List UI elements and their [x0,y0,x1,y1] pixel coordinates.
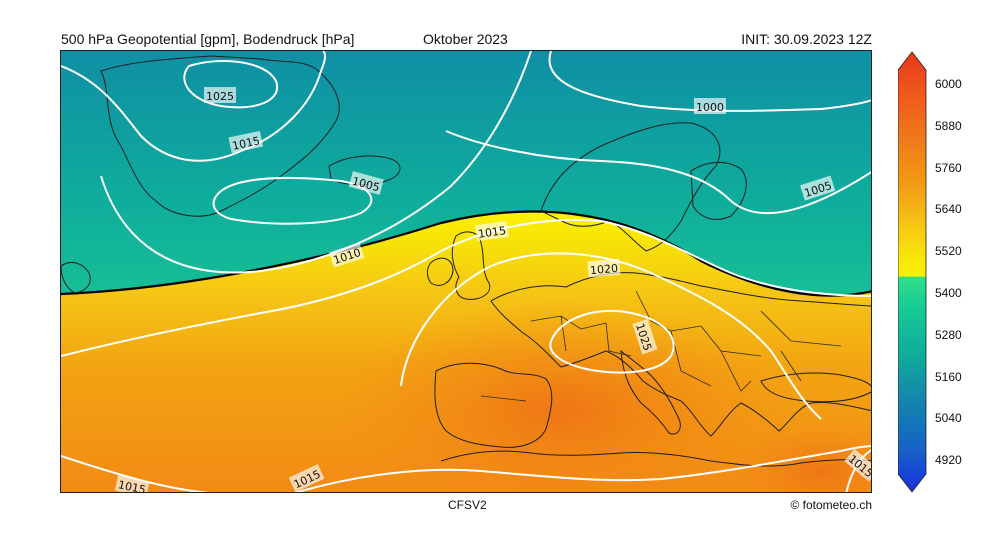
colorbar-tick-label: 5280 [935,327,962,342]
label-1015-mid: 1015 [474,220,509,242]
map-title: 500 hPa Geopotential [gpm], Bodendruck [… [61,31,355,47]
isobar-1005-loop [212,177,373,225]
colorbar-tick-label: 5160 [935,369,962,384]
svg-text:1000: 1000 [696,101,724,114]
svg-text:1020: 1020 [590,262,619,277]
colorbar [898,51,927,493]
isobar-1015-south [61,455,210,492]
iberia-coast [434,362,553,448]
isobar-1025-mid [549,309,675,374]
colorbar-tick-label: 5040 [935,411,962,426]
labrador-coast [61,262,91,294]
isobar-1020 [400,252,822,420]
isobar-1025-north [183,60,279,109]
forecast-month: Oktober 2023 [423,31,508,47]
turkey-coast [760,372,871,403]
label-1000: 1000 [694,98,726,114]
country-borders [480,290,842,402]
colorbar-tick-label: 6000 [935,77,962,91]
greenland-coast [100,55,340,217]
isobar-1015-south2 [294,445,871,492]
label-1020: 1020 [587,258,621,278]
warm-core-south [731,421,871,492]
colorbar-tick-label: 5880 [935,118,962,133]
colorbar-tick-label: 5400 [935,286,962,300]
colorbar-body [898,51,927,493]
finland-coast [690,162,747,220]
isobar-labels: 1025 1015 1005 1000 1005 1010 [114,87,871,493]
credit: © fotometeo.ch [790,498,872,512]
africa-coast [440,450,871,467]
colorbar-tick-label: 5760 [935,160,962,175]
label-1025-north: 1025 [204,87,236,103]
italy-coast [620,349,681,435]
isobar-1005-east [445,130,871,215]
map-canvas: 1025 1015 1005 1000 1005 1010 [61,51,871,493]
label-1015-sw: 1015 [114,474,150,493]
init-time: INIT: 30.09.2023 12Z [741,31,872,47]
svg-text:1015: 1015 [117,478,147,493]
svg-text:1015: 1015 [231,134,261,153]
svg-text:1015: 1015 [477,224,507,241]
label-1015-north: 1015 [228,130,264,154]
model-name: CFSV2 [448,498,487,512]
colorbar-tick-label: 4920 [935,453,962,468]
contour-5520 [61,210,871,297]
ireland-coast [426,257,454,286]
colorbar-tick-label: 5520 [935,244,962,259]
warm-core [331,301,791,492]
svg-text:1025: 1025 [206,90,234,103]
colorbar-tick-label: 5640 [935,202,962,217]
coastlines [61,55,871,467]
forecast-map: 1025 1015 1005 1000 1005 1010 [60,50,872,493]
